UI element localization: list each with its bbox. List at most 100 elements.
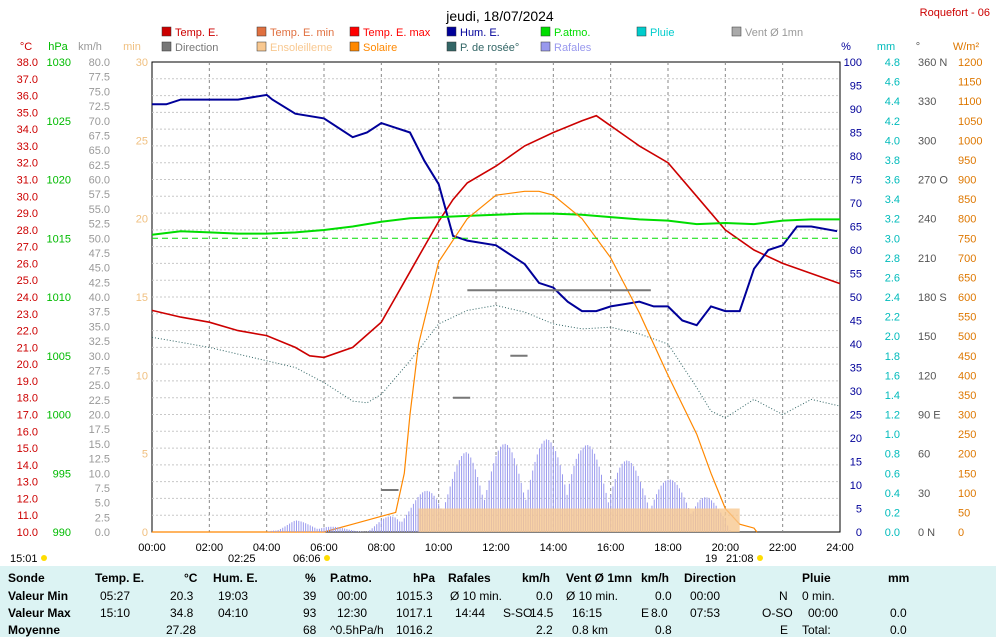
- time-tick: 08:00: [368, 542, 396, 554]
- solar-axis-tick: 900: [958, 175, 976, 187]
- table-header-sonde: Sonde: [8, 571, 45, 585]
- temp-axis-tick: 29.0: [17, 208, 38, 220]
- dir-axis-tick: 90 E: [918, 410, 941, 422]
- rain-axis-tick: 3.0: [885, 233, 900, 245]
- col-temp-unit: °C: [184, 571, 198, 585]
- dir-axis-tick: 120: [918, 370, 936, 382]
- sun-icon: [41, 555, 47, 561]
- rain-axis-tick: 0.2: [885, 507, 900, 519]
- min-axis-tick: 30: [136, 57, 148, 69]
- temp-axis-tick: 17.0: [17, 410, 38, 422]
- series-p-de-ros-e-: [151, 304, 841, 419]
- hum-axis-tick: 10: [850, 480, 862, 492]
- press-axis-tick: 1020: [47, 175, 71, 187]
- dir-axis-tick: 210: [918, 253, 936, 265]
- temp-axis-tick: 13.0: [17, 477, 38, 489]
- wind-axis-tick: 0.0: [95, 527, 110, 539]
- row-label-avg: Moyenne: [8, 623, 61, 637]
- legend-swatch: [731, 26, 742, 37]
- legend-swatch: [636, 26, 647, 37]
- wind-axis-tick: 52.5: [89, 219, 110, 231]
- wind-axis-tick: 20.0: [89, 410, 110, 422]
- wind-axis-tick: 42.5: [89, 277, 110, 289]
- unit-label: hPa: [48, 41, 68, 53]
- wind-max-dir: E: [641, 606, 650, 620]
- rain-axis-tick: 3.4: [885, 194, 900, 206]
- hum-min-value: 39: [303, 589, 317, 603]
- wind-axis-tick: 37.5: [89, 307, 110, 319]
- wind-axis-tick: 5.0: [95, 498, 110, 510]
- wind-axis-tick: 70.0: [89, 116, 110, 128]
- unit-label: km/h: [78, 41, 102, 53]
- gust-min-label: Ø 10 min.: [450, 589, 503, 603]
- rain-axis-tick: 2.6: [885, 272, 900, 284]
- col-wind-header: Vent Ø 1mn: [566, 571, 633, 585]
- temp-axis-tick: 23.0: [17, 309, 38, 321]
- wind-axis-tick: 45.0: [89, 263, 110, 275]
- wind-axis-tick: 12.5: [89, 454, 110, 466]
- min-axis-tick: 25: [136, 135, 148, 147]
- wind-axis-tick: 80.0: [89, 57, 110, 69]
- gust-max-value: 14.5: [530, 606, 554, 620]
- legend-label: Temp. E. max: [363, 27, 431, 39]
- legend-swatch: [446, 41, 457, 52]
- wind-max-time: 16:15: [572, 606, 603, 620]
- time-tick: 18:00: [654, 542, 682, 554]
- wind-axis-tick: 27.5: [89, 365, 110, 377]
- rain-axis-tick: 0.0: [885, 527, 900, 539]
- legend-swatch: [256, 41, 267, 52]
- hum-axis-tick: 75: [850, 175, 862, 187]
- moonrise-time: 19: [705, 553, 717, 565]
- temp-max-time: 15:10: [100, 606, 131, 620]
- row-label-max: Valeur Max: [8, 606, 71, 620]
- wind-axis-tick: 17.5: [89, 424, 110, 436]
- rain-axis-tick: 1.8: [885, 351, 900, 363]
- time-tick: 14:00: [540, 542, 568, 554]
- wind-axis-tick: 55.0: [89, 204, 110, 216]
- hum-axis-tick: 95: [850, 81, 862, 93]
- col-gust-header: Rafales: [448, 571, 491, 585]
- temp-axis-tick: 24.0: [17, 292, 38, 304]
- temp-axis-tick: 14.0: [17, 460, 38, 472]
- wind-axis-tick: 2.5: [95, 512, 110, 524]
- gust-avg-value: 2.2: [536, 623, 553, 637]
- temp-axis-tick: 21.0: [17, 342, 38, 354]
- time-tick: 12:00: [482, 542, 510, 554]
- min-axis-tick: 15: [136, 292, 148, 304]
- rain-axis-tick: 1.0: [885, 429, 900, 441]
- press-axis-tick: 1000: [47, 410, 71, 422]
- solar-axis-tick: 200: [958, 449, 976, 461]
- wind-axis-tick: 72.5: [89, 101, 110, 113]
- temp-axis-tick: 11.0: [17, 510, 38, 522]
- legend-swatch: [256, 26, 267, 37]
- wind-axis-tick: 62.5: [89, 160, 110, 172]
- temp-axis-tick: 30.0: [17, 191, 38, 203]
- wind-axis-tick: 15.0: [89, 439, 110, 451]
- rain-axis-tick: 2.2: [885, 312, 900, 324]
- wind-axis-tick: 47.5: [89, 248, 110, 260]
- hum-axis-tick: 35: [850, 363, 862, 375]
- time-tick: 06:00: [310, 542, 338, 554]
- solar-axis-tick: 850: [958, 194, 976, 206]
- dir-min-time: 00:00: [690, 589, 721, 603]
- temp-axis-tick: 33.0: [17, 141, 38, 153]
- temp-avg-value: 27.28: [166, 623, 197, 637]
- solar-axis-tick: 250: [958, 429, 976, 441]
- solar-axis-tick: 1200: [958, 57, 982, 69]
- hum-axis-tick: 90: [850, 104, 862, 116]
- unit-label: °C: [20, 41, 32, 53]
- dir-avg-value: E: [780, 623, 789, 637]
- hum-axis-tick: 40: [850, 339, 862, 351]
- wind-min-value: 0.0: [655, 589, 672, 603]
- hum-axis-tick: 80: [850, 151, 862, 163]
- moonset-time: 02:25: [228, 553, 256, 565]
- rain-axis-tick: 4.4: [885, 96, 900, 108]
- series-solaire: [152, 190, 758, 533]
- hum-axis-tick: 55: [850, 269, 862, 281]
- col-rain-unit: mm: [888, 571, 910, 585]
- legend-label: Pluie: [650, 27, 674, 39]
- rain-axis-tick: 4.6: [885, 77, 900, 89]
- temp-axis-tick: 25.0: [17, 275, 38, 287]
- legend-swatch: [161, 26, 172, 37]
- rain-axis-tick: 3.6: [885, 175, 900, 187]
